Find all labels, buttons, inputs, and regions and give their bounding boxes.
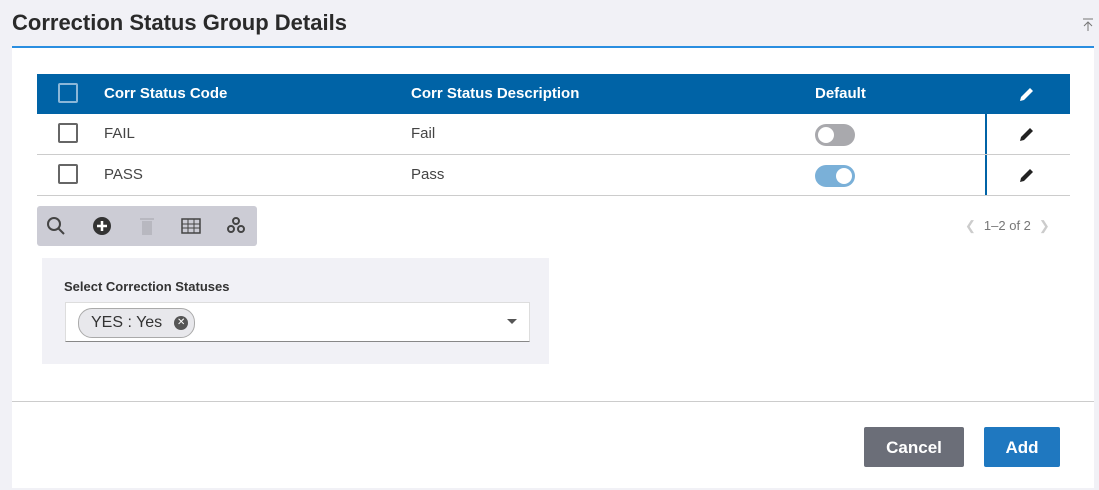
header-default[interactable]: Default [815, 85, 866, 102]
columns-icon[interactable] [181, 216, 201, 236]
prev-page-icon[interactable]: ❮ [965, 218, 976, 233]
search-icon[interactable] [46, 216, 66, 236]
page-range: 1–2 of 2 [983, 218, 1031, 233]
status-chip: YES : Yes ✕ [78, 308, 196, 338]
description-cell: Fail [411, 125, 436, 142]
pager: ❮ 1–2 of 2 ❯ [957, 218, 1058, 234]
select-label: Select Correction Statuses [64, 279, 230, 294]
table-row: PASS Pass [37, 155, 1070, 196]
edit-icon[interactable] [1017, 124, 1037, 144]
code-cell: FAIL [104, 125, 135, 142]
remove-chip-icon[interactable]: ✕ [174, 316, 189, 330]
row-checkbox[interactable] [58, 164, 78, 184]
edit-icon[interactable] [1017, 165, 1037, 185]
chip-label: YES : Yes [91, 314, 163, 331]
edit-all-icon[interactable] [1017, 84, 1037, 104]
code-cell: PASS [104, 166, 143, 183]
description-cell: Pass [411, 166, 445, 183]
dropdown-caret-icon[interactable] [507, 319, 517, 324]
header-description[interactable]: Corr Status Description [411, 85, 580, 102]
header-code[interactable]: Corr Status Code [104, 85, 228, 102]
table-row: FAIL Fail [37, 114, 1070, 155]
cancel-button[interactable]: Cancel [864, 427, 964, 467]
next-page-icon[interactable]: ❯ [1038, 218, 1050, 233]
settings-icon[interactable] [226, 216, 246, 236]
trash-icon[interactable] [137, 216, 157, 236]
details-panel: Corr Status Code Corr Status Description… [12, 46, 1094, 488]
correction-status-select[interactable]: YES : Yes ✕ [65, 302, 530, 342]
select-all-checkbox[interactable] [58, 83, 78, 103]
add-button[interactable]: Add [984, 427, 1060, 467]
page-title: Correction Status Group Details [12, 10, 347, 35]
footer-divider [12, 401, 1094, 402]
table-header: Corr Status Code Corr Status Description… [37, 74, 1070, 114]
default-toggle[interactable] [815, 124, 855, 146]
default-toggle[interactable] [815, 165, 855, 187]
row-checkbox[interactable] [58, 123, 78, 143]
select-section: Select Correction Statuses YES : Yes ✕ [42, 258, 549, 364]
table-toolbar [37, 206, 257, 246]
status-table: Corr Status Code Corr Status Description… [37, 74, 1070, 196]
collapse-icon[interactable] [1081, 18, 1095, 32]
add-circle-icon[interactable] [92, 216, 112, 236]
